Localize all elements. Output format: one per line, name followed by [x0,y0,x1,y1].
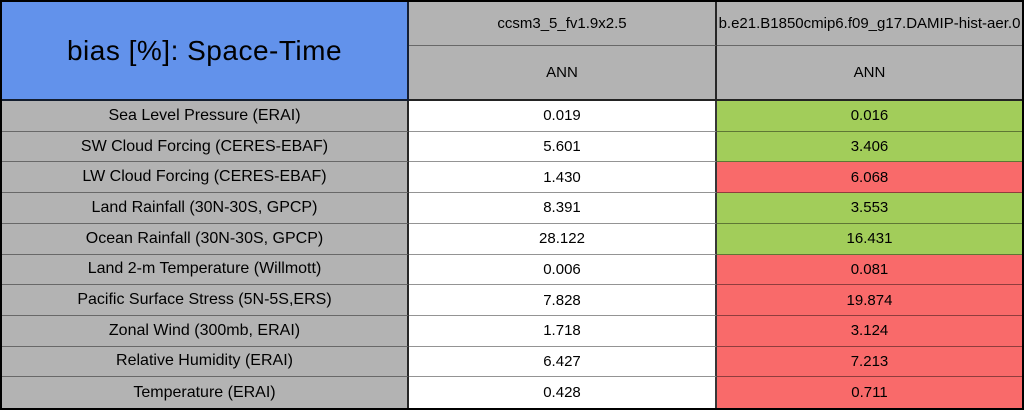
value-cell-model-2: 0.711 [717,377,1022,408]
value-cell-model-2: 16.431 [717,223,1022,255]
column-header-model-1: ccsm3_5_fv1.9x2.5 [409,2,717,46]
column-header-model-2: b.e21.B1850cmip6.f09_g17.DAMIP-hist-aer.… [717,2,1022,46]
value-cell-model-1: 0.019 [409,101,717,132]
value-cell-model-2: 7.213 [717,346,1022,378]
row-label: LW Cloud Forcing (CERES-EBAF) [2,162,409,194]
value-cell-model-2: 6.068 [717,162,1022,194]
value-cell-model-2: 3.553 [717,193,1022,224]
value-cell-model-1: 8.391 [409,193,717,224]
season-header-2: ANN [717,46,1022,101]
season-header-1: ANN [409,46,717,101]
value-cell-model-1: 1.718 [409,315,717,347]
row-label: Sea Level Pressure (ERAI) [2,101,409,132]
value-cell-model-2: 3.124 [717,315,1022,347]
column-header-model-2-text: b.e21.B1850cmip6.f09_g17.DAMIP-hist-aer.… [718,15,1021,32]
value-cell-model-1: 0.428 [409,377,717,408]
row-label: Land Rainfall (30N-30S, GPCP) [2,193,409,224]
value-cell-model-2: 3.406 [717,131,1022,163]
value-cell-model-1: 28.122 [409,223,717,255]
table-title: bias [%]: Space-Time [2,2,409,101]
value-cell-model-1: 7.828 [409,285,717,316]
row-label: Zonal Wind (300mb, ERAI) [2,315,409,347]
value-cell-model-1: 6.427 [409,346,717,378]
value-cell-model-2: 0.081 [717,254,1022,286]
row-label: Ocean Rainfall (30N-30S, GPCP) [2,223,409,255]
value-cell-model-1: 5.601 [409,131,717,163]
value-cell-model-2: 0.016 [717,101,1022,132]
row-label: Relative Humidity (ERAI) [2,346,409,378]
row-label: Land 2-m Temperature (Willmott) [2,254,409,286]
row-label: Pacific Surface Stress (5N-5S,ERS) [2,285,409,316]
value-cell-model-2: 19.874 [717,285,1022,316]
row-label: SW Cloud Forcing (CERES-EBAF) [2,131,409,163]
value-cell-model-1: 0.006 [409,254,717,286]
value-cell-model-1: 1.430 [409,162,717,194]
row-label: Temperature (ERAI) [2,377,409,408]
